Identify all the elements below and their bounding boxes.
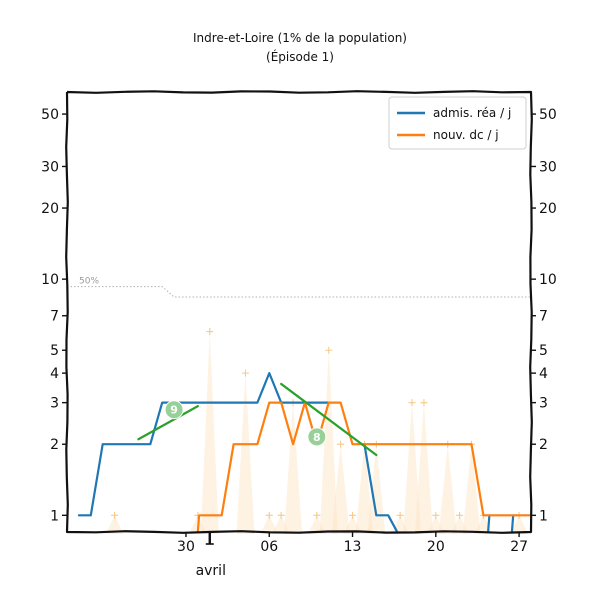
- y-tick-label-right: 30: [539, 159, 557, 175]
- x-tick-label: 30: [177, 539, 195, 555]
- daily-death-spike: [510, 515, 529, 534]
- daily-death-marker: [349, 511, 357, 519]
- daily-death-spike: [200, 331, 219, 534]
- daily-death-marker: [111, 511, 119, 519]
- plot-border: [65, 90, 533, 534]
- month-label: avril: [196, 563, 226, 579]
- reference-line-label: 50%: [79, 277, 99, 287]
- y-tick-label-left: 10: [41, 272, 59, 288]
- legend-label: nouv. dc / j: [433, 128, 499, 142]
- x-tick-label: 27: [510, 539, 528, 555]
- daily-death-marker: [277, 511, 285, 519]
- y-tick-label-left: 30: [41, 159, 59, 175]
- daily-death-spike: [343, 515, 362, 534]
- daily-death-spike: [426, 515, 445, 534]
- y-tick-label-right: 2: [539, 437, 548, 453]
- y-tick-label-right: 5: [539, 343, 548, 359]
- daily-death-marker: [396, 511, 404, 519]
- plot-area: 50% 9 8 1 1 2 2 3 3 4 4 5 5 7 7 10 10 20 20 30 30 50 50 30 06 13 2…: [41, 90, 557, 579]
- series-line-admissions: [487, 514, 491, 532]
- reference-line: [67, 286, 531, 298]
- legend-label: admis. réa / j: [433, 106, 511, 120]
- series-line-admissions: [363, 443, 398, 532]
- x-tick-label: 13: [344, 539, 362, 555]
- daily-death-spike: [414, 402, 433, 534]
- y-tick-label-right: 4: [539, 366, 548, 382]
- daily-death-marker: [420, 399, 428, 407]
- daily-death-marker: [337, 440, 345, 448]
- daily-death-marker: [408, 399, 416, 407]
- daily-death-marker: [432, 511, 440, 519]
- y-tick-label-right: 1: [539, 508, 548, 524]
- chart-title: Indre-et-Loire (1% de la population): [193, 31, 407, 45]
- daily-death-spike: [450, 515, 469, 534]
- y-tick-label-left: 7: [50, 309, 59, 325]
- chart-subtitle: (Épisode 1): [266, 49, 334, 64]
- daily-death-spike: [331, 444, 350, 534]
- daily-death-spike: [260, 515, 279, 534]
- daily-death-marker: [241, 369, 249, 377]
- daily-death-spike: [272, 515, 291, 534]
- daily-death-marker: [206, 328, 214, 336]
- daily-death-marker: [325, 346, 333, 354]
- y-tick-label-left: 5: [50, 343, 59, 359]
- y-tick-label-right: 10: [539, 272, 557, 288]
- daily-death-spike: [367, 444, 386, 534]
- daily-death-spike: [307, 515, 326, 534]
- x-tick-label: 06: [260, 539, 278, 555]
- trend-line: [137, 405, 199, 441]
- daily-death-marker: [265, 511, 273, 519]
- daily-death-spike: [319, 350, 338, 534]
- series-line-admissions: [77, 372, 330, 517]
- series-line-deaths: [196, 401, 533, 532]
- daily-death-spike: [403, 402, 422, 534]
- y-tick-label-left: 3: [50, 396, 59, 412]
- trend-badge-label: 9: [170, 404, 178, 417]
- daily-death-spike: [236, 373, 255, 534]
- trend-badge: [307, 427, 327, 447]
- daily-death-spike: [105, 515, 124, 534]
- y-tick-label-left: 20: [41, 201, 59, 217]
- y-tick-label-right: 20: [539, 201, 557, 217]
- daily-death-marker: [313, 511, 321, 519]
- daily-death-marker: [456, 511, 464, 519]
- daily-death-spike: [284, 402, 303, 534]
- trend-badge: [164, 400, 184, 420]
- daily-death-spike: [462, 444, 481, 534]
- y-tick-label-right: 50: [539, 107, 557, 123]
- y-tick-label-right: 7: [539, 309, 548, 325]
- trend-line: [280, 382, 378, 457]
- y-tick-label-left: 50: [41, 107, 59, 123]
- y-tick-label-left: 2: [50, 437, 59, 453]
- daily-death-spike: [438, 444, 457, 534]
- trend-badge-label: 8: [313, 431, 321, 444]
- series-line-admissions: [510, 514, 515, 532]
- x-tick-label: 20: [427, 539, 445, 555]
- y-tick-label-right: 3: [539, 396, 548, 412]
- y-tick-label-left: 1: [50, 508, 59, 524]
- y-tick-label-left: 4: [50, 366, 59, 382]
- daily-death-spike: [355, 444, 374, 534]
